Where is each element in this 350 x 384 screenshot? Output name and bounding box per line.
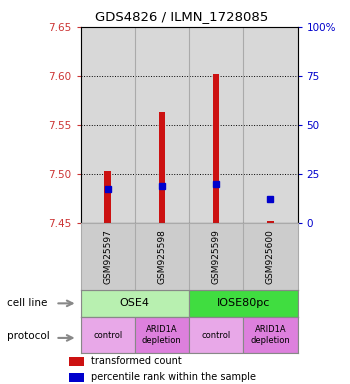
Bar [189,290,298,317]
Text: GDS4826 / ILMN_1728085: GDS4826 / ILMN_1728085 [95,10,269,23]
Bar [243,317,298,353]
Bar [267,221,274,223]
Text: GSM925600: GSM925600 [266,229,275,284]
Text: IOSE80pc: IOSE80pc [217,298,270,308]
Text: GSM925597: GSM925597 [103,229,112,284]
Bar [104,171,111,223]
Bar [189,317,243,353]
Text: transformed count: transformed count [91,356,182,366]
Bar [135,317,189,353]
Text: control: control [93,331,122,339]
Text: GSM925599: GSM925599 [212,229,220,284]
Bar [69,357,84,366]
Text: ARID1A
depletion: ARID1A depletion [142,325,182,345]
Text: GSM925598: GSM925598 [158,229,166,284]
Bar [213,74,219,223]
Bar [159,112,165,223]
Bar [80,317,135,353]
Bar [80,290,189,317]
Text: protocol: protocol [7,331,50,341]
Text: ARID1A
depletion: ARID1A depletion [251,325,290,345]
Text: OSE4: OSE4 [120,298,150,308]
Bar [69,373,84,382]
Text: cell line: cell line [7,298,47,308]
Text: control: control [202,331,231,339]
Text: percentile rank within the sample: percentile rank within the sample [91,372,256,382]
